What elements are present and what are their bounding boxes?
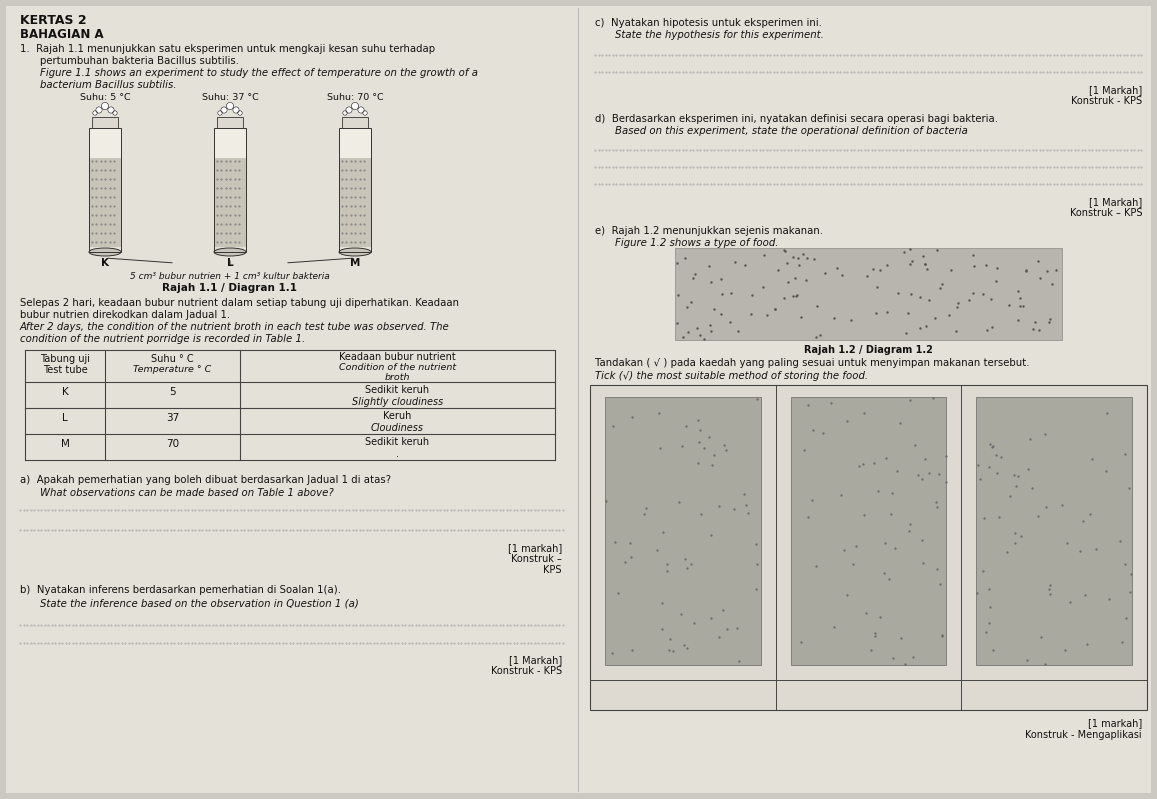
Text: d)  Berdasarkan eksperimen ini, nyatakan definisi secara operasi bagi bakteria.: d) Berdasarkan eksperimen ini, nyatakan … [595, 114, 998, 124]
Text: Selepas 2 hari, keadaan bubur nutrient dalam setiap tabung uji diperhatikan. Kea: Selepas 2 hari, keadaan bubur nutrient d… [20, 298, 459, 308]
Bar [218, 117, 243, 128]
Text: BAHAGIAN A: BAHAGIAN A [20, 28, 104, 41]
Text: State the inference based on the observation in Question 1 (a): State the inference based on the observa… [40, 598, 359, 608]
Bar [93, 117, 118, 128]
Circle shape [342, 111, 347, 115]
Circle shape [108, 107, 115, 113]
Bar [590, 385, 1147, 710]
Circle shape [233, 107, 239, 113]
Text: [1 Markah]: [1 Markah] [1089, 85, 1142, 95]
Text: K: K [61, 387, 68, 397]
Text: L: L [62, 413, 68, 423]
Bar [977, 397, 1132, 665]
Bar [339, 158, 371, 247]
Circle shape [96, 107, 102, 113]
Text: K: K [101, 258, 109, 268]
Text: M: M [60, 439, 69, 449]
Text: Suhu: 5 °C: Suhu: 5 °C [80, 93, 131, 102]
Text: Temperature ° C: Temperature ° C [133, 365, 212, 374]
Bar [214, 158, 246, 247]
Bar [339, 128, 371, 158]
Text: Tandakan ( √ ) pada kaedah yang paling sesuai untuk menyimpan makanan tersebut.: Tandakan ( √ ) pada kaedah yang paling s… [595, 358, 1030, 368]
Circle shape [227, 102, 234, 109]
Text: Keadaan bubur nutrient: Keadaan bubur nutrient [339, 352, 456, 362]
Text: Konstruk - Mengaplikasi: Konstruk - Mengaplikasi [1025, 730, 1142, 740]
Text: KPS: KPS [544, 565, 562, 575]
Circle shape [346, 107, 352, 113]
Text: Konstruk – KPS: Konstruk – KPS [1069, 208, 1142, 218]
Text: a)  Apakah pemerhatian yang boleh dibuat berdasarkan Jadual 1 di atas?: a) Apakah pemerhatian yang boleh dibuat … [20, 475, 391, 485]
Bar [675, 248, 1062, 340]
Text: Rajah 1.1 / Diagran 1.1: Rajah 1.1 / Diagran 1.1 [162, 283, 297, 293]
Bar [214, 128, 246, 158]
Text: Test tube: Test tube [43, 365, 88, 375]
Text: Slightly cloudiness: Slightly cloudiness [352, 397, 443, 407]
Bar [342, 117, 368, 128]
Text: Based on this experiment, state the operational definition of bacteria: Based on this experiment, state the oper… [616, 126, 968, 136]
Text: condition of the nutrient porridge is recorded in Table 1.: condition of the nutrient porridge is re… [20, 334, 305, 344]
Text: Tabung uji: Tabung uji [40, 354, 90, 364]
Bar [89, 128, 121, 158]
Text: 5 cm³ bubur nutrien + 1 cm³ kultur bakteria: 5 cm³ bubur nutrien + 1 cm³ kultur bakte… [130, 272, 330, 281]
Text: Konstruk - KPS: Konstruk - KPS [1071, 96, 1142, 106]
Circle shape [358, 107, 364, 113]
Text: Figure 1.1 shows an experiment to study the effect of temperature on the growth : Figure 1.1 shows an experiment to study … [40, 68, 478, 78]
Text: Konstruk –: Konstruk – [511, 554, 562, 564]
Circle shape [102, 102, 109, 109]
Text: Konstruk - KPS: Konstruk - KPS [491, 666, 562, 676]
Bar [89, 158, 121, 247]
Circle shape [352, 102, 359, 109]
Text: 70: 70 [165, 439, 179, 449]
Text: Sedikit keruh: Sedikit keruh [366, 437, 429, 447]
Text: After 2 days, the condition of the nutrient broth in each test tube was observed: After 2 days, the condition of the nutri… [20, 322, 450, 332]
Text: Suhu: 37 °C: Suhu: 37 °C [201, 93, 258, 102]
Text: What observations can be made based on Table 1 above?: What observations can be made based on T… [40, 488, 333, 498]
Text: [1 Markah]: [1 Markah] [509, 655, 562, 665]
Text: bubur nutrien direkodkan dalam Jadual 1.: bubur nutrien direkodkan dalam Jadual 1. [20, 310, 230, 320]
Text: [1 markah]: [1 markah] [508, 543, 562, 553]
Bar [790, 397, 946, 665]
Circle shape [221, 107, 227, 113]
Text: Suhu ° C: Suhu ° C [152, 354, 194, 364]
Text: c)  Nyatakan hipotesis untuk eksperimen ini.: c) Nyatakan hipotesis untuk eksperimen i… [595, 18, 821, 28]
Circle shape [112, 111, 117, 115]
Text: Keruh: Keruh [383, 411, 412, 421]
Text: bacterium Bacillus subtilis.: bacterium Bacillus subtilis. [40, 80, 177, 90]
Text: 37: 37 [165, 413, 179, 423]
Circle shape [218, 111, 222, 115]
Circle shape [237, 111, 242, 115]
Text: b)  Nyatakan inferens berdasarkan pemerhatian di Soalan 1(a).: b) Nyatakan inferens berdasarkan pemerha… [20, 585, 341, 595]
Text: L: L [227, 258, 234, 268]
Bar [605, 397, 760, 665]
Circle shape [363, 111, 367, 115]
Text: e)  Rajah 1.2 menunjukkan sejenis makanan.: e) Rajah 1.2 menunjukkan sejenis makanan… [595, 226, 823, 236]
Text: KERTAS 2: KERTAS 2 [20, 14, 87, 27]
Text: 1.  Rajah 1.1 menunjukkan satu eksperimen untuk mengkaji kesan suhu terhadap: 1. Rajah 1.1 menunjukkan satu eksperimen… [20, 44, 435, 54]
Text: M: M [349, 258, 360, 268]
Bar [89, 128, 121, 252]
Text: State the hypothesis for this experiment.: State the hypothesis for this experiment… [616, 30, 824, 40]
Bar [214, 128, 246, 252]
Text: Sedikit keruh: Sedikit keruh [366, 385, 429, 395]
Ellipse shape [214, 248, 246, 256]
Text: broth: broth [385, 373, 411, 382]
Text: Figure 1.2 shows a type of food.: Figure 1.2 shows a type of food. [616, 238, 779, 248]
Text: .: . [396, 449, 399, 459]
Text: [1 Markah]: [1 Markah] [1089, 197, 1142, 207]
Text: Cloudiness: Cloudiness [371, 423, 423, 433]
Text: Suhu: 70 °C: Suhu: 70 °C [326, 93, 383, 102]
Text: [1 markah]: [1 markah] [1088, 718, 1142, 728]
Text: Tick (√) the most suitable method of storing the food.: Tick (√) the most suitable method of sto… [595, 371, 868, 381]
Circle shape [93, 111, 97, 115]
Text: Rajah 1.2 / Diagram 1.2: Rajah 1.2 / Diagram 1.2 [804, 345, 933, 355]
Ellipse shape [339, 248, 371, 256]
Text: 5: 5 [169, 387, 176, 397]
Bar [339, 128, 371, 252]
Text: pertumbuhan bakteria Bacillus subtilis.: pertumbuhan bakteria Bacillus subtilis. [40, 56, 239, 66]
Text: Condition of the nutrient: Condition of the nutrient [339, 363, 456, 372]
Ellipse shape [89, 248, 121, 256]
